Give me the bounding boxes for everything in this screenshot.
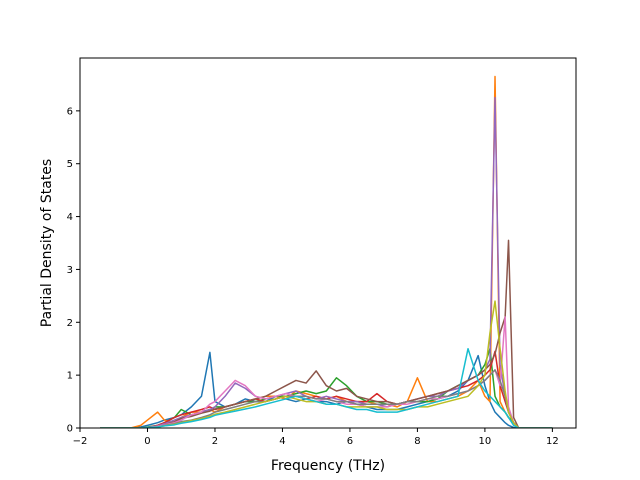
x-tick-label: 10 <box>479 436 492 447</box>
x-tick-label: 4 <box>279 436 285 447</box>
x-tick-label: 0 <box>144 436 150 447</box>
y-axis-label: Partial Density of States <box>39 159 55 327</box>
series-layer <box>100 75 553 428</box>
x-tick-label: 6 <box>347 436 353 447</box>
y-tick-label: 4 <box>67 212 73 223</box>
y-tick-label: 1 <box>67 371 73 382</box>
plot-frame <box>79 57 577 429</box>
x-tick-label: 8 <box>414 436 420 447</box>
series-line-4 <box>100 350 553 428</box>
x-tick-label: 2 <box>212 436 218 447</box>
y-tick-label: 0 <box>67 424 73 435</box>
x-tick-label: −2 <box>73 436 88 447</box>
series-line-10 <box>100 347 553 428</box>
x-axis-ticks: −2 0 2 4 6 8 10 12 <box>73 428 559 447</box>
y-tick-label: 2 <box>67 318 73 329</box>
x-tick-label: 12 <box>546 436 559 447</box>
y-axis-ticks: 0 1 2 3 4 5 6 <box>67 106 80 435</box>
y-tick-label: 6 <box>67 106 73 117</box>
y-tick-label: 5 <box>67 159 73 170</box>
y-tick-label: 3 <box>67 265 73 276</box>
x-axis-label: Frequency (THz) <box>271 458 385 474</box>
